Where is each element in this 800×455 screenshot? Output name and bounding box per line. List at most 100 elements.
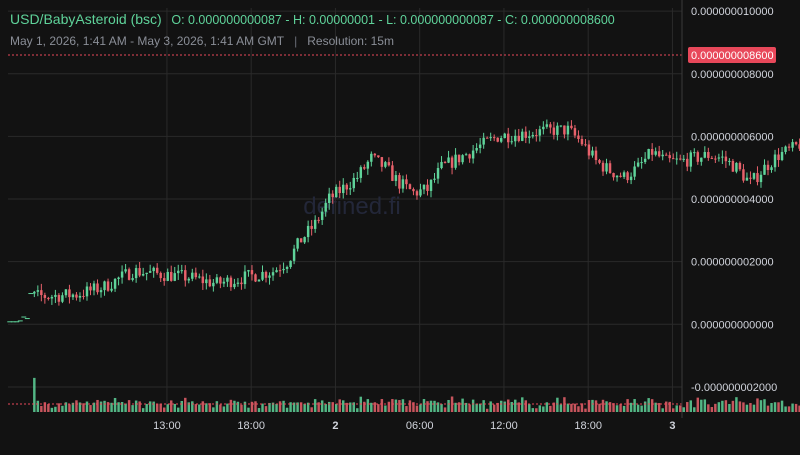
volume-bar [573, 403, 577, 412]
candle-body [426, 184, 429, 191]
volume-bar [187, 402, 191, 412]
candle-body [345, 184, 348, 190]
volume-bar [226, 403, 229, 412]
candle-body [342, 184, 345, 194]
volume-bar [380, 399, 384, 412]
candle-body [384, 162, 387, 167]
candle-body [731, 160, 735, 172]
candle-body [552, 127, 556, 135]
candle-body [517, 135, 520, 141]
candle-body [485, 137, 489, 139]
candle-body [559, 125, 563, 127]
volume-bar [254, 401, 257, 412]
candle-body [503, 133, 506, 139]
candle-body [640, 162, 643, 164]
candle-body [356, 177, 359, 179]
volume-bar [499, 400, 503, 412]
price-tag-box [688, 46, 776, 63]
volume-bar [138, 401, 141, 412]
volume-bar [99, 401, 103, 412]
volume-bar [271, 402, 275, 412]
candle-body [591, 150, 594, 156]
reference-lines [8, 54, 682, 405]
candle-body [787, 146, 791, 148]
volume-bar [577, 406, 580, 412]
volume-bar [292, 402, 296, 412]
volume-bar [96, 399, 99, 412]
candle-body [433, 178, 436, 180]
candle-body [654, 151, 657, 155]
volume-bar [780, 400, 784, 412]
candle-body [798, 144, 800, 149]
candle-body [212, 282, 215, 287]
volume-bar [127, 400, 131, 412]
candle-body [317, 219, 320, 221]
candle-body [173, 273, 176, 281]
volume-bar [313, 399, 317, 412]
candle-body [566, 125, 570, 135]
candle-body [117, 277, 120, 279]
volume-bar [387, 401, 391, 412]
volume-bar [177, 407, 180, 412]
candle-body [96, 283, 99, 293]
volume-bar [261, 403, 264, 412]
volume-bar [166, 404, 169, 412]
candle-body [401, 179, 405, 189]
candle-body [577, 135, 580, 139]
candlesticks [7, 119, 800, 323]
volume-bar [426, 401, 429, 412]
volume-bar [587, 400, 591, 412]
y-tick-label: 0.000000008000 [691, 69, 774, 81]
candle-body [549, 124, 552, 128]
candle-body [412, 189, 415, 192]
volume-bar [429, 400, 433, 412]
candle-body [545, 124, 549, 127]
volume-bar [682, 407, 685, 412]
candle-body [68, 289, 71, 298]
candle-body [303, 237, 306, 243]
candle-body [531, 135, 535, 137]
y-tick-label: -0.000000002000 [691, 382, 777, 394]
candle-body [601, 162, 605, 172]
candle-body [166, 271, 169, 281]
candle-body [622, 172, 626, 177]
volume-bar [475, 403, 478, 412]
candle-body [254, 274, 257, 282]
candle-body [36, 290, 40, 292]
candle-body [643, 158, 647, 163]
candle-body [686, 158, 689, 167]
x-tick-label: 12:00 [490, 420, 518, 432]
volume-bar [356, 408, 359, 412]
volume-bar [482, 400, 485, 412]
volume-bar [524, 400, 528, 412]
candle-body [198, 276, 201, 278]
volume-bar [152, 401, 155, 412]
candle-body [770, 167, 773, 171]
candle-body [152, 267, 155, 272]
volume-bar [798, 405, 800, 412]
volume-bar [377, 404, 380, 412]
volume-bar [373, 402, 377, 412]
volume-bar [728, 404, 731, 412]
candle-body [647, 149, 650, 159]
volume-bar [707, 404, 710, 412]
volume-bar [106, 402, 110, 412]
y-tick-label: 0.000000010000 [691, 6, 774, 18]
volume-bar [131, 405, 134, 412]
candle-body [82, 295, 85, 297]
volume-bar [521, 397, 524, 412]
volume-bar [170, 400, 173, 412]
candle-body [334, 186, 338, 198]
candle-body [394, 175, 398, 181]
volume-bar [749, 403, 752, 412]
volume-bar [120, 401, 124, 412]
candle-body [363, 167, 366, 169]
volume-bar [735, 397, 738, 412]
volume-bar [601, 399, 605, 412]
volume-bar [398, 400, 401, 412]
candle-body [675, 158, 678, 160]
candle-body [794, 142, 798, 145]
candle-body [756, 173, 759, 183]
